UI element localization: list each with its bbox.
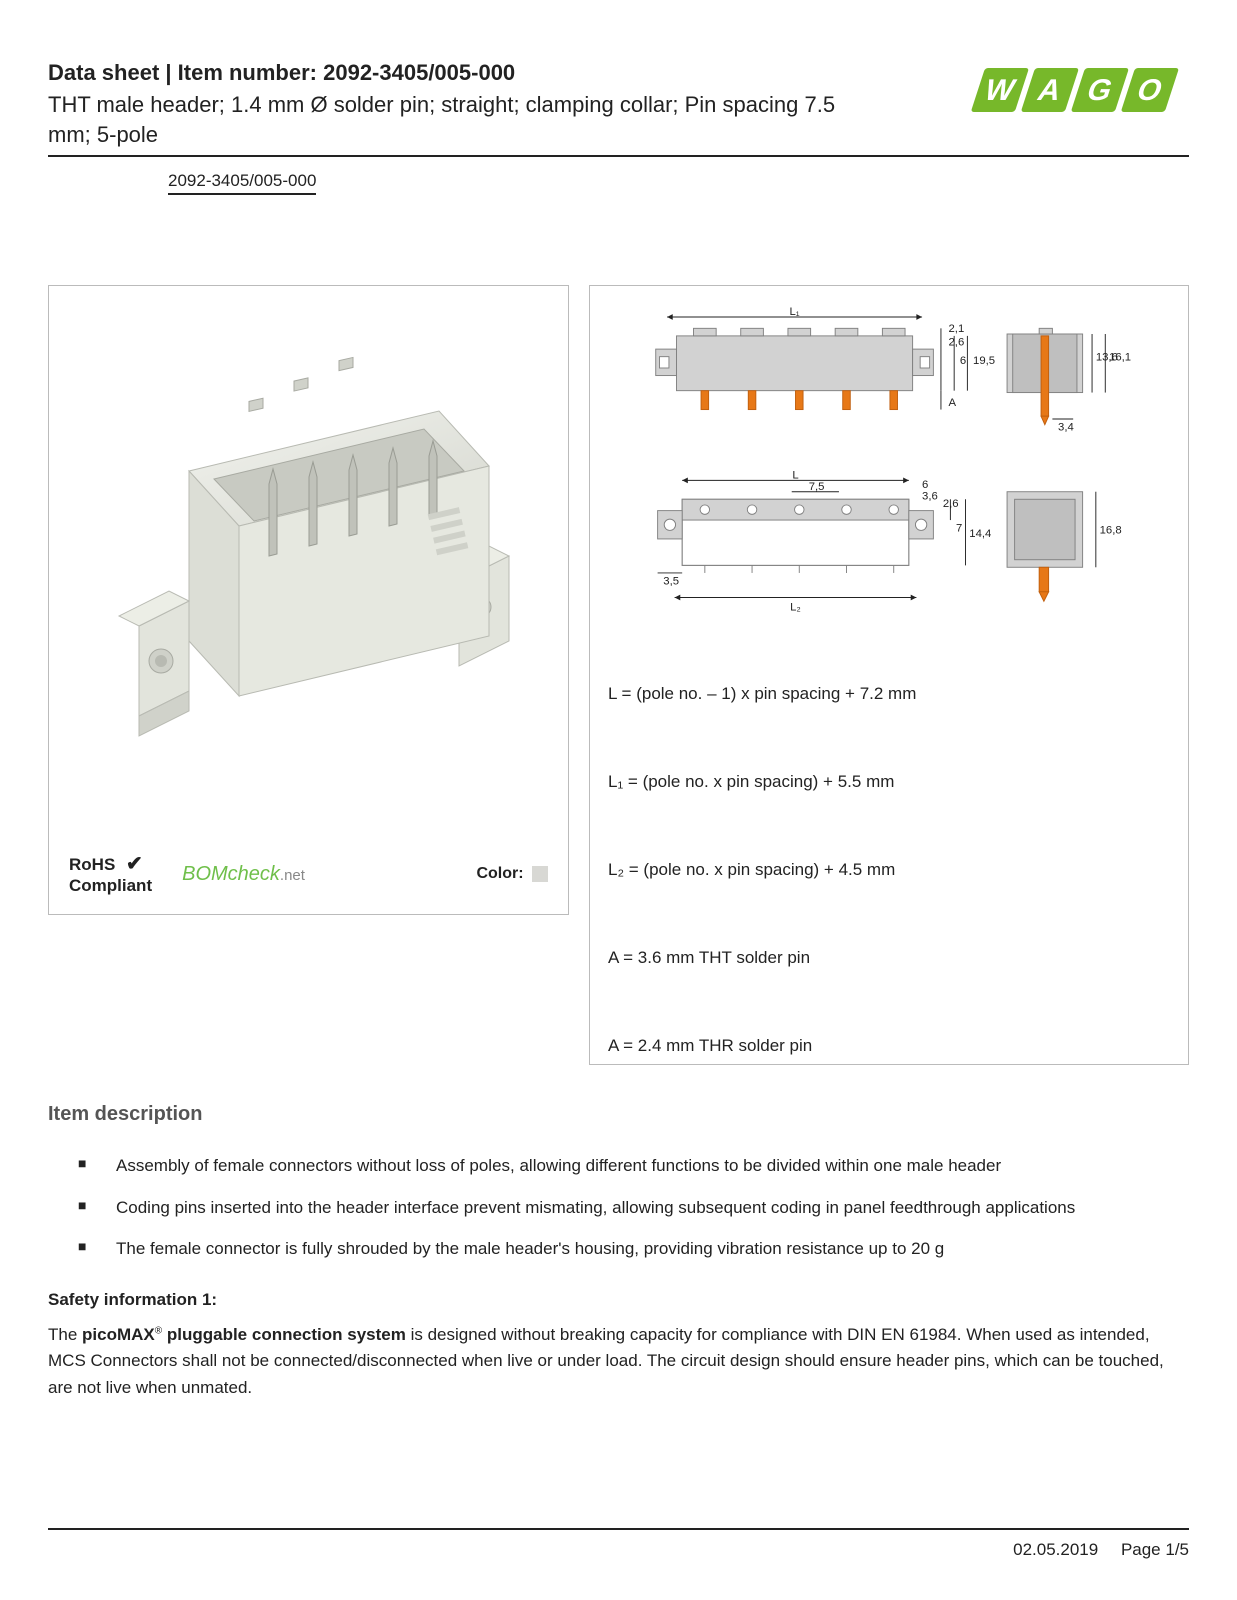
item-description-heading: Item description (48, 1103, 1189, 1126)
footer: 02.05.2019 Page 1/5 (48, 1528, 1189, 1560)
safety-bold: picoMAX (82, 1325, 155, 1344)
bullet-2: Coding pins inserted into the header int… (88, 1194, 1189, 1221)
dim-26: 2,6 (949, 337, 965, 349)
formula-A1: A = 3.6 mm THT solder pin (604, 948, 1174, 968)
bomcheck-text: BOMcheck (182, 863, 280, 885)
color-label-group: Color: (476, 865, 548, 883)
bomcheck-logo: BOMcheck.net (182, 863, 305, 886)
main-columns: RoHS ✔ Compliant BOMcheck.net Color: (48, 285, 1189, 1065)
safety-prefix: The (48, 1325, 82, 1344)
dim-75: 7,5 (809, 481, 825, 493)
dim-L1: L₁ (789, 306, 799, 318)
header-text: Data sheet | Item number: 2092-3405/005-… (48, 60, 969, 149)
dim-35: 3,5 (663, 576, 679, 588)
color-label: Color: (476, 865, 523, 882)
dim-7: 7 (956, 523, 962, 535)
product-image-panel: RoHS ✔ Compliant BOMcheck.net Color: (48, 285, 569, 915)
technical-drawing-panel: L₁ (589, 285, 1189, 1065)
bullet-1: Assembly of female connectors without lo… (88, 1152, 1189, 1179)
wago-logo: W A G O (969, 60, 1189, 120)
title: Data sheet | Item number: 2092-3405/005-… (48, 60, 969, 86)
dim-6: 6 (960, 356, 966, 368)
dim-L2: L₂ (790, 602, 801, 614)
item-description-list: Assembly of female connectors without lo… (48, 1152, 1189, 1262)
check-icon: ✔ (126, 853, 143, 875)
formula-L2: L₂ = (pole no. x pin spacing) + 4.5 mm (604, 860, 1174, 880)
header: Data sheet | Item number: 2092-3405/005-… (48, 60, 1189, 157)
dim-L: L (792, 470, 798, 482)
footer-date: 02.05.2019 (1013, 1540, 1098, 1559)
rohs-text: RoHS (69, 855, 115, 874)
formula-A2: A = 2.4 mm THR solder pin (604, 1036, 1174, 1056)
dim-168: 16,8 (1100, 525, 1122, 537)
formula-L1: L₁ = (pole no. x pin spacing) + 5.5 mm (604, 772, 1174, 792)
dimension-drawing-icon: L₁ (604, 300, 1174, 640)
part-number-link[interactable]: 2092-3405/005-000 (168, 171, 316, 195)
dim-36: 3,6 (922, 491, 938, 503)
safety-heading: Safety information 1: (48, 1290, 1189, 1310)
dim-161: 16,1 (1109, 352, 1131, 364)
compliance-row: RoHS ✔ Compliant BOMcheck.net Color: (63, 842, 554, 900)
footer-page: Page 1/5 (1121, 1540, 1189, 1559)
dim-144: 14,4 (969, 528, 991, 540)
dim-195: 19,5 (973, 356, 995, 368)
dim-6b: 6 (922, 479, 928, 491)
dim-21: 2,1 (949, 323, 965, 335)
rohs-compliant: RoHS ✔ Compliant (69, 852, 152, 896)
safety-text: The picoMAX® pluggable connection system… (48, 1322, 1189, 1401)
connector-render-icon (69, 351, 549, 791)
part-link-row: 2092-3405/005-000 (48, 157, 1189, 195)
technical-drawing: L₁ (604, 300, 1174, 640)
subtitle: THT male header; 1.4 mm Ø solder pin; st… (48, 90, 848, 149)
color-swatch (532, 866, 548, 882)
wago-logo-icon: W A G O (969, 62, 1189, 118)
compliant-text: Compliant (69, 876, 152, 895)
bomcheck-net: .net (280, 867, 305, 884)
bullet-3: The female connector is fully shrouded b… (88, 1235, 1189, 1262)
dim-A: A (949, 397, 957, 409)
safety-bold2: pluggable connection system (162, 1325, 406, 1344)
formula-L: L = (pole no. – 1) x pin spacing + 7.2 m… (604, 684, 1174, 704)
dim-34: 3,4 (1058, 422, 1074, 434)
product-3d-render (63, 300, 554, 842)
